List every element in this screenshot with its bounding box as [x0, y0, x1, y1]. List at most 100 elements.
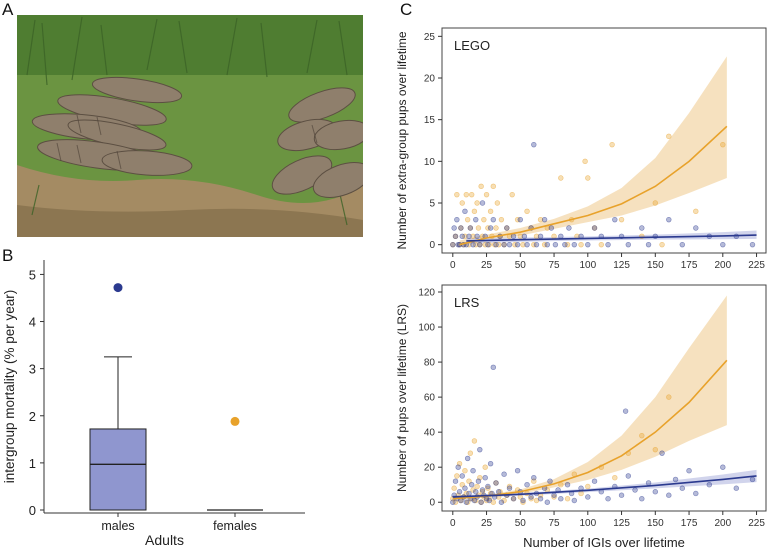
data-point-orange — [585, 175, 591, 181]
x-tick-label: 25 — [481, 518, 493, 529]
x-tick-label: males — [101, 519, 134, 533]
data-point-blue — [493, 241, 499, 248]
data-point-blue — [544, 241, 550, 248]
data-point-blue — [706, 482, 712, 488]
data-point-blue — [479, 487, 486, 493]
y-axis-title: Number of extra-group pups over lifetime — [395, 31, 409, 249]
data-point-blue — [564, 482, 571, 488]
y-tick-label: 25 — [424, 32, 436, 43]
data-point-blue — [693, 225, 699, 231]
data-point-orange — [463, 191, 469, 198]
data-point-blue — [456, 489, 463, 495]
data-point-blue — [506, 485, 513, 491]
data-point-blue — [459, 233, 465, 240]
data-point-blue — [490, 364, 496, 371]
data-point-orange — [585, 483, 591, 490]
data-point-orange — [558, 482, 564, 488]
data-point-blue — [652, 489, 658, 495]
data-point-blue — [666, 492, 672, 498]
data-point-orange — [551, 233, 557, 240]
data-point-orange — [473, 241, 479, 248]
data-point-blue — [520, 497, 526, 504]
data-point-orange — [531, 241, 537, 248]
data-point-orange — [470, 487, 476, 493]
data-point-orange — [639, 432, 645, 439]
data-point-blue — [591, 225, 598, 231]
data-point-blue — [459, 473, 465, 479]
data-point-orange — [496, 241, 502, 248]
fit-line-orange — [459, 125, 728, 246]
data-point-blue — [548, 225, 555, 231]
data-point-blue — [720, 241, 726, 248]
data-point-blue — [504, 225, 510, 231]
data-point-blue — [645, 480, 652, 486]
x-tick-label: 0 — [450, 518, 456, 529]
data-point-blue — [470, 241, 476, 248]
data-point-blue — [652, 233, 658, 240]
data-point-orange — [474, 483, 480, 490]
data-point-orange — [666, 133, 672, 140]
data-point-orange — [609, 141, 615, 148]
data-point-blue — [659, 450, 665, 456]
data-point-blue — [625, 473, 631, 479]
x-tick-label: 50 — [515, 260, 527, 271]
data-point-blue — [501, 241, 507, 248]
data-point-blue — [517, 216, 523, 223]
y-tick-label: 0 — [429, 240, 435, 251]
data-point-blue — [551, 492, 557, 498]
data-point-orange — [487, 208, 494, 215]
data-point-blue — [528, 494, 534, 500]
confidence-band-blue — [466, 230, 757, 244]
y-tick-label: 4 — [29, 315, 36, 330]
data-point-blue — [498, 499, 505, 505]
data-point-blue — [585, 494, 591, 500]
data-point-blue — [514, 241, 521, 248]
data-point-orange — [485, 485, 491, 491]
y-tick-label: 0 — [429, 498, 435, 509]
y-tick-label: 80 — [424, 358, 436, 369]
data-point-blue — [471, 497, 478, 504]
panel-c-letter: C — [400, 0, 413, 19]
chart-annotation: LRS — [454, 295, 480, 310]
data-point-blue — [625, 241, 631, 248]
data-point-blue — [693, 490, 699, 497]
data-point-blue — [749, 241, 756, 248]
x-tick-label: 125 — [613, 518, 630, 529]
data-point-blue — [552, 241, 559, 248]
data-point-orange — [652, 200, 658, 206]
data-point-orange — [558, 175, 564, 181]
data-point-orange — [471, 208, 478, 215]
data-point-blue — [477, 241, 483, 248]
x-tick-label: 150 — [647, 260, 664, 271]
fit-line-blue — [466, 234, 757, 242]
data-point-orange — [485, 225, 491, 231]
chart-c-lego: 0 5 10 15 20 25 0 25 50 75 100 125 150 175 200 225 LEGO N… — [395, 27, 767, 271]
data-point-orange — [528, 496, 534, 502]
data-point-blue — [466, 233, 472, 240]
x-tick-label: 200 — [714, 260, 731, 271]
data-point-blue — [547, 478, 553, 484]
y-tick-label: 40 — [424, 428, 436, 439]
data-point-orange — [598, 241, 604, 248]
data-point-blue — [672, 476, 679, 483]
chart-annotation: LEGO — [454, 38, 490, 53]
data-point-blue — [506, 241, 513, 248]
panel-b-letter: B — [2, 246, 14, 265]
data-point-blue — [462, 208, 468, 215]
y-tick-label: 0 — [29, 503, 36, 518]
data-point-blue — [464, 455, 471, 462]
data-point-blue — [450, 241, 456, 248]
y-tick-label: 10 — [424, 157, 436, 168]
data-point-orange — [464, 216, 471, 223]
data-point-blue — [455, 464, 461, 470]
x-tick-label: 125 — [613, 260, 630, 271]
data-point-orange — [459, 482, 465, 488]
data-point-orange — [501, 497, 507, 504]
data-point-blue — [541, 216, 548, 223]
data-point-blue — [470, 468, 476, 474]
panel-a-letter: A — [2, 0, 14, 19]
data-point-blue — [462, 485, 468, 491]
data-point-orange — [517, 233, 523, 240]
data-point-blue — [639, 496, 645, 502]
